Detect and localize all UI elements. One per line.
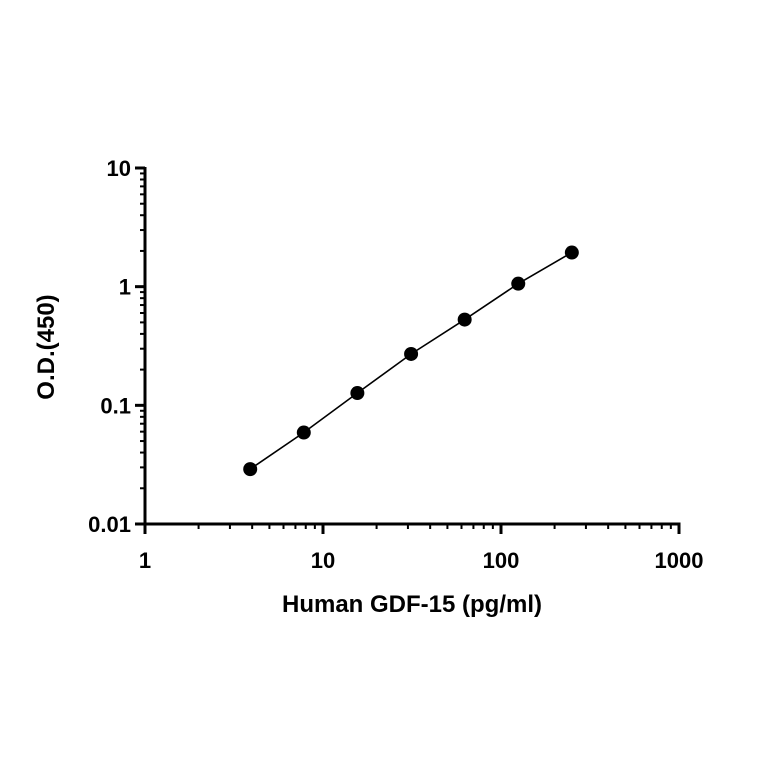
data-point [296, 425, 311, 440]
series-layer [243, 245, 579, 477]
x-tick-label: 10 [311, 548, 335, 573]
y-axis-title: O.D.(450) [33, 294, 60, 399]
x-major-ticks [143, 524, 681, 534]
data-point [243, 462, 258, 477]
x-tick-labels: 1 10 100 1000 [139, 548, 704, 573]
data-point [511, 276, 526, 291]
x-axis-title: Human GDF-15 (pg/ml) [282, 591, 542, 618]
y-tick-label: 0.01 [88, 512, 131, 537]
x-tick-label: 1000 [655, 548, 704, 573]
y-tick-label: 10 [107, 156, 131, 181]
y-tick-labels: 0.01 0.1 1 10 [88, 156, 131, 537]
data-point [457, 312, 472, 327]
x-tick-label: 100 [483, 548, 520, 573]
y-major-ticks [135, 166, 145, 526]
y-tick-label: 1 [119, 275, 131, 300]
data-point [404, 346, 419, 361]
x-tick-label: 1 [139, 548, 151, 573]
data-point [564, 245, 579, 260]
data-point [350, 386, 365, 401]
y-tick-label: 0.1 [100, 393, 131, 418]
